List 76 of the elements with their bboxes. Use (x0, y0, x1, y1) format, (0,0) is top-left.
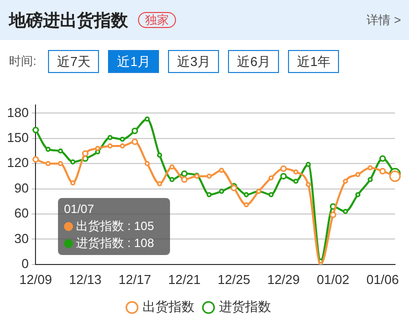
text: 独家 (138, 12, 176, 28)
text: 详情 > (366, 12, 401, 28)
point (244, 192, 249, 198)
point (293, 178, 298, 184)
y-tick-label: 150 (6, 130, 29, 145)
point (306, 162, 311, 167)
point (144, 116, 150, 122)
y-tick-label: 90 (14, 180, 29, 196)
y-tick-label: 60 (14, 206, 29, 221)
point (280, 172, 287, 180)
point (293, 169, 298, 175)
point (58, 161, 64, 166)
text: 近7天 (48, 50, 100, 73)
point (355, 172, 360, 178)
y-tick-label: 120 (6, 155, 29, 170)
x-tick-label: 01/06 (366, 272, 399, 287)
legend-label: 进货指数 (219, 299, 271, 314)
point (181, 176, 188, 183)
text: 近6月 (228, 50, 280, 73)
x-tick-label: 12/29 (267, 272, 300, 287)
chart-title: 地磅进出货指数 (9, 10, 128, 32)
annotation: 01/07 (64, 201, 96, 218)
point (169, 164, 175, 170)
point (306, 182, 311, 188)
point (120, 136, 125, 142)
point (120, 143, 125, 149)
annotation: 出货指数 : 105 (76, 218, 154, 235)
x-tick-label: 12/09 (19, 272, 52, 287)
point (132, 128, 138, 134)
point (268, 175, 274, 180)
point (330, 212, 336, 218)
point (244, 202, 249, 208)
point (379, 155, 386, 162)
point (58, 148, 64, 154)
point (157, 152, 162, 158)
text: 近3月 (168, 50, 220, 73)
point (280, 165, 287, 172)
point (368, 165, 373, 170)
point (342, 178, 348, 184)
y-tick-label: 30 (14, 230, 29, 246)
point (206, 192, 212, 198)
point (157, 181, 162, 186)
point (107, 143, 113, 149)
point (206, 174, 212, 179)
text: 时间: (9, 53, 36, 70)
point (218, 168, 224, 173)
x-tick-label: 12/21 (168, 272, 201, 287)
point (169, 177, 175, 182)
point (342, 208, 348, 214)
point (32, 156, 39, 163)
point (379, 168, 386, 174)
point (32, 126, 39, 134)
point (46, 161, 51, 166)
point (218, 188, 224, 194)
y-tick-label: 0 (21, 256, 29, 271)
x-tick-label: 01/02 (316, 272, 350, 287)
point (70, 159, 76, 164)
point (82, 150, 88, 157)
point (144, 161, 150, 166)
x-tick-label: 12/25 (218, 272, 250, 287)
point (107, 135, 113, 140)
point (368, 177, 373, 182)
point (355, 192, 360, 198)
x-tick-label: 12/13 (68, 272, 102, 287)
point (95, 146, 100, 152)
annotation: 进货指数 : 108 (76, 235, 154, 252)
point (132, 138, 138, 146)
x-tick-label: 12/17 (118, 272, 152, 287)
point (46, 146, 51, 152)
point (181, 170, 188, 177)
y-tick-label: 180 (6, 104, 29, 120)
legend-label: 出货指数 (142, 299, 194, 314)
point (268, 192, 274, 198)
point (70, 180, 76, 186)
text: 近1月 (108, 50, 160, 73)
text: 近1年 (288, 50, 340, 73)
